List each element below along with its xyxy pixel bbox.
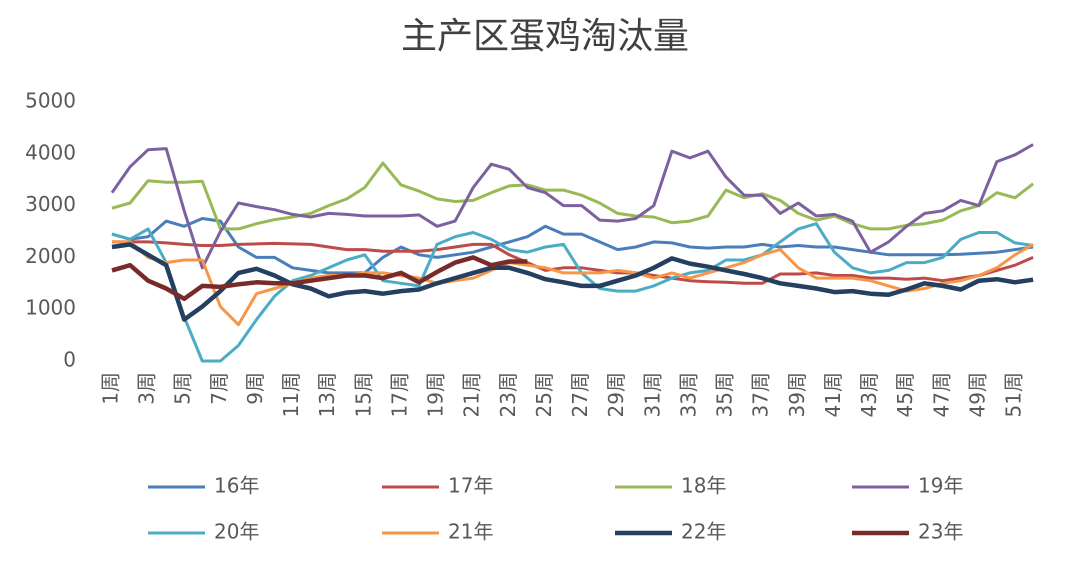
x-tick-label: 1周 xyxy=(99,372,123,405)
x-tick-label: 45周 xyxy=(893,372,917,417)
series-line xyxy=(112,240,1034,285)
x-tick-label: 3周 xyxy=(135,372,159,405)
series-line xyxy=(111,217,1034,275)
legend-label: 17年 xyxy=(448,474,493,498)
x-tick-label: 23周 xyxy=(496,372,520,417)
x-tick-label: 13周 xyxy=(315,372,339,417)
x-tick-label: 43周 xyxy=(857,372,881,417)
x-tick-label: 9周 xyxy=(243,372,267,405)
y-tick-label: 0 xyxy=(63,348,76,372)
y-tick-label: 2000 xyxy=(25,244,76,268)
x-tick-label: 19周 xyxy=(424,372,448,417)
series-line xyxy=(110,143,1034,270)
x-tick-label: 35周 xyxy=(713,372,737,417)
legend-label: 19年 xyxy=(918,474,963,498)
x-tick-label: 29周 xyxy=(604,372,628,417)
series-line xyxy=(112,240,1034,327)
x-tick-label: 11周 xyxy=(279,372,303,417)
legend-label: 20年 xyxy=(214,520,259,544)
legend-label: 16年 xyxy=(214,474,259,498)
x-tick-label: 31周 xyxy=(640,372,664,417)
x-tick-label: 51周 xyxy=(1002,372,1026,417)
x-tick-label: 17周 xyxy=(387,372,411,417)
x-tick-label: 39周 xyxy=(785,372,809,417)
x-tick-label: 47周 xyxy=(929,372,953,417)
chart-title: 主产区蛋鸡淘汰量 xyxy=(401,16,689,57)
series-line xyxy=(111,222,1034,363)
x-tick-label: 21周 xyxy=(460,372,484,417)
legend-label: 18年 xyxy=(681,474,726,498)
x-tick-label: 41周 xyxy=(821,372,845,417)
x-tick-label: 27周 xyxy=(568,372,592,417)
legend-label: 23年 xyxy=(918,520,963,544)
x-tick-label: 33周 xyxy=(676,372,700,417)
x-tick-label: 5周 xyxy=(171,372,195,405)
legend-label: 21年 xyxy=(448,520,493,544)
y-tick-label: 4000 xyxy=(25,140,76,164)
legend-label: 22年 xyxy=(681,520,726,544)
x-tick-label: 7周 xyxy=(207,372,231,405)
y-tick-label: 1000 xyxy=(25,296,76,320)
y-tick-label: 3000 xyxy=(25,192,76,216)
x-tick-label: 49周 xyxy=(965,372,989,417)
series-line xyxy=(111,255,528,302)
series-line xyxy=(111,161,1035,231)
x-tick-label: 15周 xyxy=(351,372,375,417)
y-tick-label: 5000 xyxy=(25,89,76,113)
x-tick-label: 37周 xyxy=(749,372,773,417)
series-line xyxy=(111,242,1034,322)
x-tick-label: 25周 xyxy=(532,372,556,417)
